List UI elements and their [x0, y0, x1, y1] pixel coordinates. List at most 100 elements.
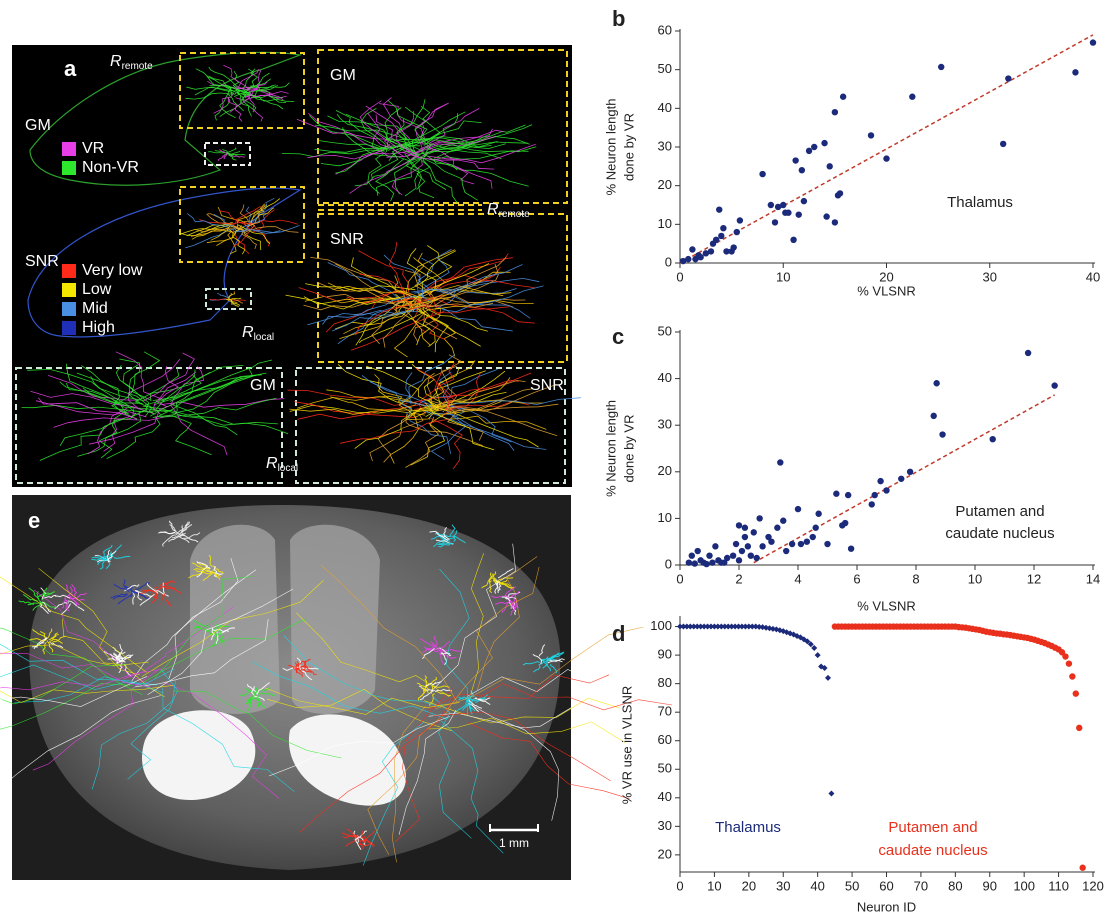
trace: [438, 542, 455, 548]
trace: [442, 372, 532, 404]
trace: [398, 99, 426, 145]
point: [883, 487, 890, 494]
trace: [424, 681, 442, 687]
point: [685, 559, 693, 566]
trace: [335, 143, 391, 175]
bright-region: [288, 714, 407, 806]
trace: [18, 600, 35, 605]
trace: [265, 687, 460, 715]
trace: [497, 568, 514, 579]
trace: [211, 627, 215, 641]
trace: [110, 364, 138, 415]
legend-swatch: [62, 283, 76, 297]
label-sub: local: [254, 332, 275, 343]
y-tick-label: 50: [658, 761, 672, 776]
point: [792, 157, 799, 164]
trace: [419, 156, 479, 201]
y-tick-label: 30: [658, 818, 672, 833]
point: [809, 533, 816, 541]
trace: [415, 368, 455, 413]
trace: [369, 412, 424, 462]
trace: [547, 652, 564, 662]
label-sub: remote: [122, 61, 154, 72]
trace: [247, 698, 253, 711]
trace: [39, 602, 49, 615]
trace: [59, 412, 137, 447]
trace: [123, 579, 128, 590]
inset-box: [179, 186, 305, 263]
trace: [194, 86, 244, 96]
trace: [366, 365, 439, 411]
trace: [332, 311, 418, 332]
legend-swatch: [62, 142, 76, 156]
trace: [227, 97, 243, 122]
y-tick-label: 60: [658, 732, 672, 747]
trace: [497, 577, 514, 582]
trace: [82, 387, 154, 413]
trace: [143, 352, 195, 401]
x-tick-label: 30: [776, 878, 790, 893]
series-label: Thalamus: [715, 819, 781, 836]
trace: [208, 554, 213, 567]
neuron-traces: [0, 520, 673, 866]
trace: [207, 151, 225, 154]
neuron-traces: [21, 64, 581, 470]
trace: [113, 583, 130, 593]
trace: [52, 635, 66, 644]
snr-label: SNR: [530, 377, 564, 394]
trace: [192, 619, 210, 628]
trace: [542, 656, 549, 669]
trace: [21, 404, 144, 413]
trace: [495, 578, 499, 591]
trace: [260, 691, 276, 697]
point: [738, 623, 745, 630]
panel-a: a Rremote Rremote Rlocal Rlocal GM GM GM…: [12, 45, 581, 487]
point: [738, 547, 746, 555]
trace: [171, 532, 186, 539]
trace: [416, 682, 430, 690]
legend-swatch: [62, 161, 76, 175]
legend-label: VR: [82, 140, 104, 157]
trace: [497, 581, 502, 593]
point: [689, 246, 696, 253]
trace: [398, 372, 435, 419]
trace: [322, 307, 419, 325]
trace: [132, 591, 149, 599]
trace: [332, 285, 439, 307]
gm-label: GM: [250, 377, 276, 394]
trace: [429, 108, 480, 151]
trace: [297, 402, 428, 420]
inset-box: [295, 367, 566, 484]
point: [750, 529, 757, 536]
trace: [295, 661, 300, 674]
trace: [428, 693, 435, 706]
trace: [162, 582, 166, 595]
point: [898, 475, 905, 482]
trace: [209, 298, 227, 301]
trace: [217, 207, 250, 226]
trace: [124, 585, 135, 594]
trace: [547, 658, 565, 664]
trace: [327, 262, 400, 300]
point: [1005, 75, 1012, 82]
point: [1051, 382, 1058, 389]
trace: [353, 295, 425, 316]
trace: [307, 150, 410, 160]
trace: [416, 143, 433, 190]
trace: [168, 558, 239, 680]
point: [906, 468, 914, 475]
trace: [488, 580, 493, 594]
trace: [0, 685, 174, 703]
trace: [230, 299, 240, 306]
trace: [243, 205, 267, 227]
trace: [400, 372, 413, 419]
trace: [268, 716, 450, 777]
trace: [233, 84, 276, 97]
trace: [404, 270, 436, 308]
trace: [219, 148, 229, 155]
point: [795, 211, 802, 218]
point: [703, 560, 710, 568]
trace: [532, 661, 545, 673]
trace: [435, 626, 644, 710]
trace: [217, 293, 231, 299]
